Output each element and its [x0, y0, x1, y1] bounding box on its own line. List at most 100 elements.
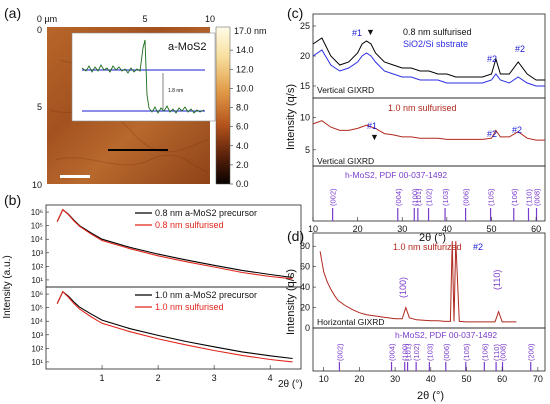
- y-tick-label: 10²: [31, 344, 43, 353]
- panel-b-label: (b): [4, 192, 21, 208]
- x-tick-label: 50: [486, 224, 496, 234]
- x-tick-label: 60: [531, 224, 541, 234]
- x-tick-label: 10: [308, 224, 318, 234]
- legend-entry: 1.0 nm sulfurised: [155, 302, 224, 312]
- mode-label: Vertical GIXRD: [317, 85, 374, 95]
- y-tick-label: 10: [300, 112, 310, 122]
- afm-x-tick: 5: [142, 14, 147, 24]
- afm-y-tick: 5: [37, 102, 42, 112]
- legend-entry: 0.8 nm sulfurised: [155, 220, 224, 230]
- series-line: [319, 241, 517, 323]
- panel-b-plot: 10¹ 10² 10³ 10⁴ 10⁵ 10⁶ 10¹ 10² 10³ 10⁴ 10⁵ 10⁶ 1 2 3 4: [31, 208, 293, 383]
- reference-hkl-label: (103): [425, 343, 434, 361]
- legend-entry: SiO2/Si sbstrate: [403, 39, 468, 49]
- y-tick-label: 0: [305, 323, 310, 333]
- panel-d-label: (d): [287, 228, 304, 244]
- panel-d-ylabel: Intensity (q/s): [285, 269, 297, 335]
- reference-label: h-MoS2, PDF 00-037-1492: [395, 330, 497, 340]
- series-line: [56, 290, 293, 363]
- peak-arrow-icon: ▼: [366, 27, 375, 37]
- step-height-label: 1.8 nm: [168, 88, 183, 94]
- x-tick-label: 40: [442, 224, 452, 234]
- y-tick-label: 10³: [31, 331, 43, 340]
- panel-b: (b) 10¹ 10² 10³ 10⁴ 10⁵ 10⁶ 10¹ 10² 10³ 10⁴ 10⁵ 10⁶…: [2, 192, 303, 390]
- y-tick-label: 5: [305, 145, 310, 155]
- peak-arrow-icon: ▼: [370, 132, 379, 142]
- colorbar-max-label: 17.0 nm: [234, 26, 267, 36]
- x-tick-label: 50: [461, 374, 471, 384]
- panel-c-label: (c): [287, 5, 303, 21]
- reference-hkl-label: (100): [410, 188, 419, 206]
- reference-hkl-label: (101): [414, 188, 423, 206]
- afm-y-tick: 10: [32, 180, 42, 190]
- y-tick-label: 15: [300, 81, 310, 91]
- legend-entry: 0.8 nm a-MoS2 precursor: [155, 208, 257, 218]
- reference-hkl-label: (100): [401, 343, 410, 361]
- reference-hkl-label: (008): [533, 188, 542, 206]
- panel-c-ylabel: Intensity (q/s): [285, 84, 297, 150]
- colorbar-ticks: 14.0 12.0 10.0 8.0 6.0 4.0 2.0 0.0: [230, 45, 254, 189]
- colorbar-tick-label: 4.0: [236, 141, 249, 151]
- y-tick-label: 10³: [31, 249, 43, 258]
- peak-label: #1: [352, 28, 362, 38]
- reference-hkl-label: (102): [412, 343, 421, 361]
- y-tick-label: 10⁵: [31, 222, 43, 231]
- x-tick-label: 60: [497, 374, 507, 384]
- reference-hkl-label: (110): [492, 344, 501, 361]
- panel-c-plot: 25 20 15 10 5 (002) (004) (100)(101) (102) (103) (…: [300, 21, 545, 234]
- panel-d-xlabel: 2θ (°): [417, 390, 444, 402]
- y-tick-label: 20: [300, 51, 310, 61]
- peak-label: #2: [473, 242, 483, 252]
- reference-hkl-label: (102): [425, 188, 434, 206]
- peak-label: #2: [487, 129, 497, 139]
- y-tick-label: 10⁴: [31, 317, 44, 326]
- x-tick-label: 4: [268, 373, 273, 383]
- colorbar-tick-label: 8.0: [236, 103, 249, 113]
- panel-c: (c) 25 20 15 10 5 (002) (004) (100)(101) (102) (1…: [285, 5, 546, 244]
- reference-hkl-label: (002): [335, 343, 344, 361]
- reference-hkl-label: (006): [462, 188, 471, 206]
- reference-hkl-label: (006): [442, 343, 451, 361]
- y-tick-label: 20: [300, 303, 310, 313]
- colorbar-tick-label: 0.0: [236, 179, 249, 189]
- y-tick-label: 10²: [31, 262, 43, 271]
- x-tick-label: 70: [533, 374, 543, 384]
- series-line: [56, 208, 293, 280]
- x-tick-label: 30: [397, 224, 407, 234]
- legend-entry: 1.0 nm sulfurized: [393, 242, 462, 252]
- series-line: [312, 120, 545, 141]
- scale-bar: [60, 175, 90, 178]
- x-tick-label: 10: [319, 374, 329, 384]
- colorbar-tick-label: 2.0: [236, 160, 249, 170]
- reference-hkl-label: (106): [480, 343, 489, 361]
- panel-b-bottom-axes: [45, 286, 302, 370]
- series-line: [312, 49, 545, 87]
- peak-label: #2: [515, 44, 525, 54]
- panel-c-xlabel: 2θ (°): [419, 232, 446, 244]
- reference-label: h-MoS2, PDF 00-037-1492: [345, 170, 447, 180]
- x-tick-label: 2: [156, 373, 161, 383]
- x-tick-label: 20: [354, 374, 364, 384]
- reference-hkl-label: (002): [329, 188, 338, 206]
- x-tick-label: 20: [353, 224, 363, 234]
- peak-label: (110): [492, 270, 502, 290]
- reference-hkl-label: (200): [527, 343, 536, 361]
- y-tick-label: 10⁶: [31, 208, 43, 217]
- inset-profile-trace: [81, 39, 205, 114]
- colorbar-tick-label: 6.0: [236, 122, 249, 132]
- legend-entry: 0.8 nm sulfurised: [403, 27, 472, 37]
- colorbar-tick-label: 10.0: [236, 83, 254, 93]
- peak-label: (100): [398, 277, 408, 298]
- panel-b-ylabel: Intensity (a.u.): [2, 255, 13, 318]
- reference-hkl-label: (004): [394, 188, 403, 206]
- afm-x-tick: 0 µm: [37, 14, 57, 24]
- peak-label: #2: [487, 54, 497, 64]
- y-tick-label: 10⁵: [31, 304, 43, 313]
- series-line: [56, 290, 293, 360]
- y-tick-label: 10¹: [31, 276, 43, 285]
- legend-entry: 1.0 nm a-MoS2 precursor: [155, 290, 257, 300]
- colorbar-tick-label: 14.0: [236, 45, 254, 55]
